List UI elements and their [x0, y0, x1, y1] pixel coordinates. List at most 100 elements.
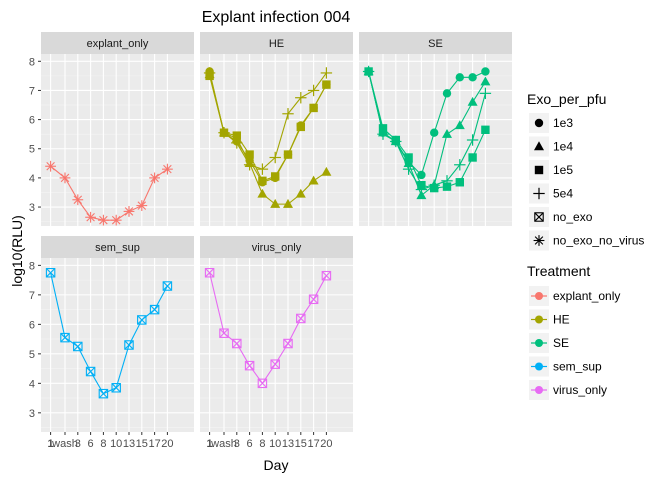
data-point-1e5	[283, 150, 293, 159]
legend-symbol-square	[534, 165, 544, 175]
panel-strip-label: sem_sup	[95, 242, 140, 254]
y-tick-label: 4	[29, 173, 35, 185]
data-point-5e4	[466, 134, 479, 146]
data-point-1e5	[245, 150, 254, 159]
data-point-1e5	[378, 124, 388, 133]
series-line-1e4	[209, 74, 327, 205]
data-point-5e4	[307, 84, 320, 97]
y-tick-label: 7	[29, 290, 35, 302]
data-point-1e3	[430, 128, 439, 137]
data-point-5e4	[320, 67, 333, 79]
series-line-5e4	[209, 72, 327, 170]
data-point-no_exo	[204, 267, 215, 278]
data-point-no_exo	[270, 359, 280, 369]
data-point-no_exo	[283, 338, 293, 349]
x-axis-label: Day	[264, 457, 289, 473]
x-tick-label: 20	[161, 438, 173, 450]
data-point-5e4	[295, 92, 307, 104]
y-tick-label: 4	[29, 378, 35, 390]
y-tick-label: 7	[29, 85, 35, 97]
legend-label: 1e3	[553, 116, 573, 130]
legend-symbol-boxed-x	[534, 212, 544, 222]
x-tick-label: wash	[51, 438, 78, 450]
panel-background	[359, 54, 512, 226]
series-line-1e5	[209, 75, 327, 182]
panel-strip-label: SE	[428, 38, 443, 50]
data-point-no_exo_no_virus	[149, 172, 160, 184]
data-point-no_exo_no_virus	[162, 163, 173, 175]
data-point-no_exo	[162, 281, 173, 291]
x-tick-label: 3	[75, 438, 81, 450]
x-tick-label: 8	[100, 438, 106, 450]
data-point-no_exo	[244, 360, 255, 371]
x-tick-label: 1	[48, 438, 54, 450]
x-tick-label: 13	[282, 438, 294, 450]
data-point-1e5	[322, 80, 331, 89]
data-point-no_exo	[111, 383, 121, 393]
data-point-no_exo_no_virus	[98, 214, 109, 226]
chart-title: Explant infection 004	[202, 9, 351, 26]
legend-label: virus_only	[553, 383, 607, 397]
data-point-no_exo_no_virus	[59, 172, 71, 184]
data-point-1e4	[308, 175, 319, 185]
legend-symbol-plus	[533, 187, 545, 200]
y-tick-label: 6	[29, 319, 35, 331]
data-point-no_exo_no_virus	[85, 211, 96, 223]
data-point-1e3	[417, 170, 426, 180]
data-point-5e4	[282, 108, 294, 120]
data-point-no_exo	[296, 313, 306, 324]
panel-strip-label: virus_only	[252, 242, 302, 254]
data-point-5e4	[243, 159, 256, 171]
data-point-1e5	[468, 153, 477, 162]
data-point-5e4	[377, 128, 389, 140]
series-line-5e4	[368, 71, 486, 191]
legend-treatment: Treatment explant_only HE SE sem_sup virus_on…	[527, 263, 620, 400]
panel-strip	[41, 236, 194, 258]
legend-symbol-circle	[534, 118, 544, 128]
data-point-1e4	[295, 188, 306, 198]
data-point-no_exo	[60, 332, 70, 343]
data-point-no_exo_no_virus	[72, 194, 84, 206]
x-tick-label: 17	[307, 438, 319, 450]
panel-strip	[359, 32, 512, 54]
data-point-1e4	[467, 96, 478, 106]
x-tick-label: 15	[295, 438, 307, 450]
data-point-1e3	[455, 73, 464, 82]
data-point-no_exo	[308, 294, 319, 305]
legend-symbol-triangle	[534, 141, 544, 151]
legend-label: no_exo	[553, 210, 593, 224]
x-tick-label: 3	[234, 438, 240, 450]
y-tick-label: 5	[29, 144, 35, 156]
data-point-1e4	[270, 198, 281, 208]
legend-label: 1e4	[553, 140, 573, 154]
x-tick-label: 6	[88, 438, 94, 450]
y-tick-label: 3	[29, 202, 35, 214]
data-point-1e5	[296, 122, 305, 132]
data-point-5e4	[479, 87, 492, 100]
data-point-1e5	[455, 178, 464, 187]
panel-background	[200, 54, 353, 226]
x-tick-label: 10	[110, 438, 122, 450]
data-point-1e4	[321, 166, 332, 176]
data-point-1e5	[258, 176, 267, 186]
panel-explant_only: explant_only 3 4 5 6 7 8	[29, 32, 194, 226]
legend-color-swatch	[535, 339, 543, 347]
legend-exo-per-pfu: Exo_per_pfu 1e3 1e4 1e5 5e4 no_exo no_exo_no_v…	[527, 91, 644, 251]
data-point-1e5	[481, 125, 490, 134]
panel-HE: HE	[200, 32, 353, 226]
data-point-no_exo	[73, 341, 83, 352]
legend-color-swatch	[535, 315, 543, 324]
legend-title: Exo_per_pfu	[527, 91, 606, 107]
legend-symbol-asterisk	[533, 235, 545, 246]
series-line-1e5	[368, 71, 486, 189]
panel-background	[41, 54, 194, 226]
legend-label: SE	[553, 336, 569, 350]
data-point-1e3	[468, 73, 477, 82]
series-line-1e4	[368, 71, 486, 197]
x-tick-label: 6	[247, 438, 253, 450]
series-line-no_exo_no_virus	[50, 165, 168, 221]
data-point-no_exo_no_virus	[45, 160, 56, 172]
x-tick-label: 1	[207, 438, 213, 450]
